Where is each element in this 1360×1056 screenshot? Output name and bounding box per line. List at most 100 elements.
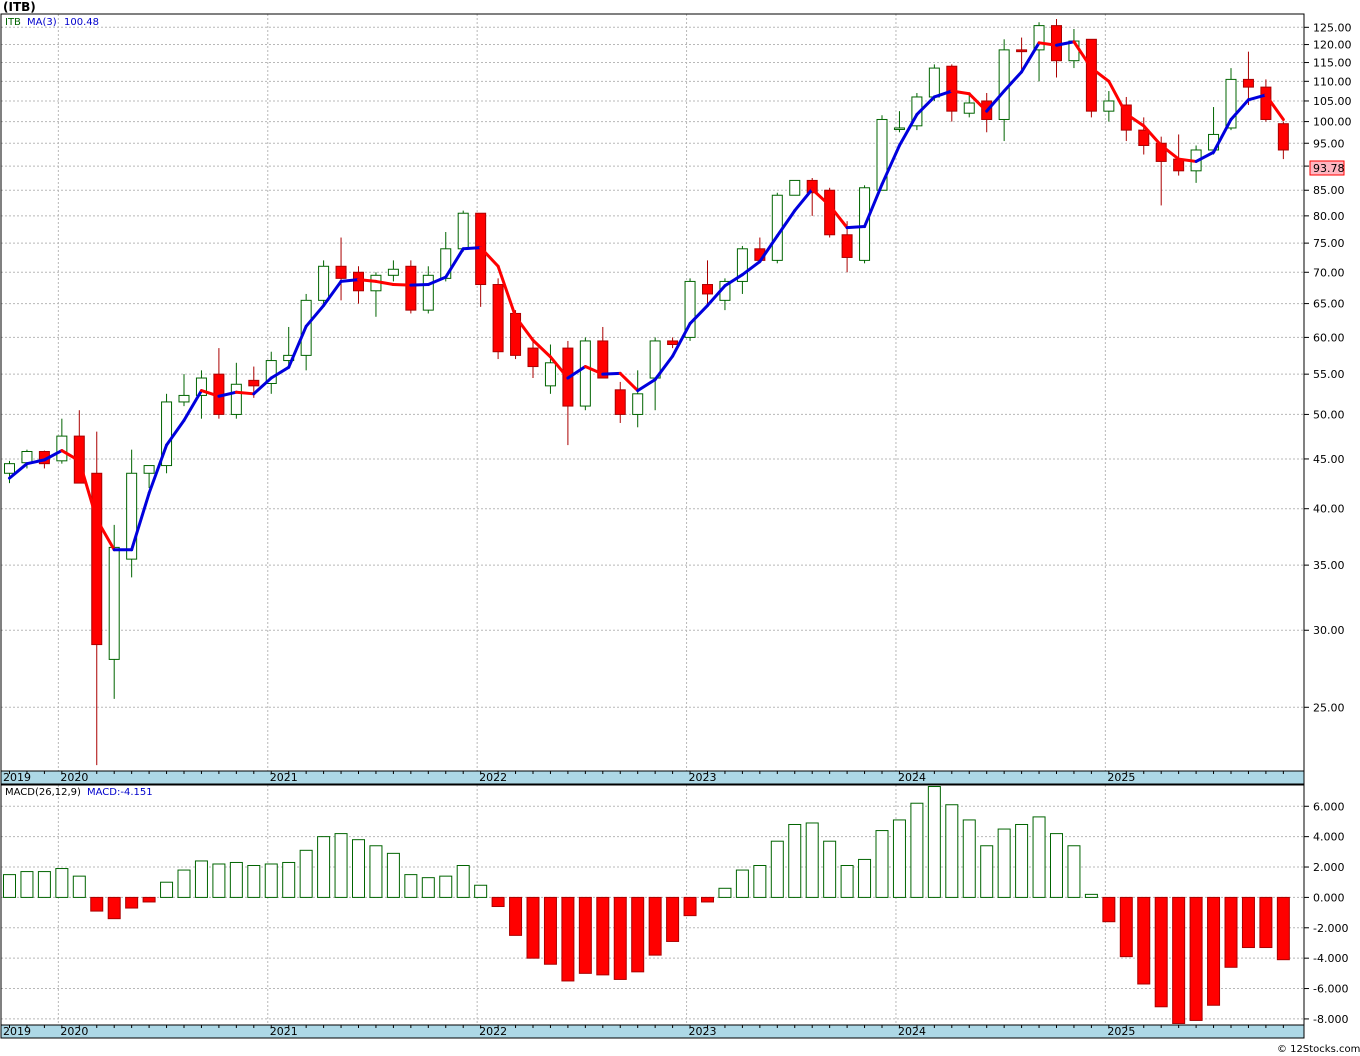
candle-body-up (457, 212, 469, 250)
candle (806, 177, 818, 216)
candle-body-down (702, 284, 713, 295)
candle-body-up (21, 451, 33, 464)
candle-body-down (492, 284, 504, 353)
price-y-axis: 25.00 30.00 35.00 40.00 45.00 50.00 55.00 60.00… (1304, 21, 1352, 714)
macd-histogram (3, 786, 1290, 1024)
candle (56, 418, 68, 464)
price-tick-label: 80.00 (1313, 210, 1345, 223)
ma-segment (322, 279, 343, 308)
macd-bar-negative (561, 896, 575, 982)
macd-y-axis: -8.000 -6.000 -4.000 -2.000 0.000 2.000 4.000 6… (1304, 800, 1348, 1026)
price-tick-label: 45.00 (1313, 453, 1345, 466)
macd-bar-negative (1207, 896, 1221, 1006)
macd-bar-positive (194, 860, 208, 898)
macd-bar-negative (509, 896, 523, 936)
macd-bar-negative (543, 896, 557, 965)
macd-bar-positive (212, 863, 226, 898)
macd-bar-negative (142, 896, 156, 903)
ma-segment (932, 89, 954, 99)
macd-value: MACD:-4.151 (87, 787, 153, 798)
price-tick-label: 100.00 (1313, 116, 1352, 129)
candle-body-up (928, 67, 940, 98)
ma-segment (496, 264, 518, 319)
macd-bar-negative (1172, 896, 1186, 1024)
candle (824, 187, 836, 238)
ma-segment (130, 491, 151, 552)
ma-segment (1142, 124, 1163, 147)
candle (841, 221, 853, 273)
macd-bar-positive (1032, 816, 1046, 898)
price-tick-label: 125.00 (1313, 21, 1352, 34)
year-label: 2021 (270, 1025, 298, 1038)
candle-body-down (1242, 78, 1254, 88)
macd-bar-negative (1189, 896, 1203, 1021)
year-label: 2021 (270, 771, 298, 784)
macd-bar-positive (421, 877, 435, 898)
macd-bar-negative (1224, 896, 1238, 968)
candle-body-down (824, 189, 836, 236)
macd-bar-positive (945, 804, 959, 898)
candle-body-up (579, 340, 591, 407)
ma-segment (967, 92, 989, 113)
macd-tick-label: -8.000 (1313, 1013, 1348, 1026)
candle (161, 393, 173, 474)
ma-segment (758, 234, 779, 264)
candle (597, 326, 609, 379)
candle-body-up (387, 268, 399, 276)
ma-segment (287, 324, 308, 369)
macd-bar-positive (456, 865, 470, 898)
candle (876, 115, 888, 191)
ma-segment (566, 365, 587, 380)
ma-segment (723, 273, 744, 288)
macd-bar-positive (386, 852, 400, 898)
macd-bar-positive (247, 865, 261, 898)
macd-bar-positive (980, 845, 994, 898)
candle-body-down (1016, 49, 1028, 53)
candle (1033, 22, 1045, 82)
ma-segment (828, 203, 849, 230)
ma-segment (706, 284, 727, 308)
year-label: 2022 (479, 771, 507, 784)
candle (195, 370, 207, 419)
year-label: 2019 (3, 1025, 31, 1038)
macd-bar-negative (648, 896, 662, 956)
macd-bar-positive (299, 849, 313, 898)
macd-bar-positive (718, 887, 732, 898)
ma-segment (514, 315, 535, 342)
year-label: 2024 (898, 771, 926, 784)
candle (544, 344, 556, 394)
candle (527, 337, 539, 379)
macd-bar-positive (910, 802, 924, 898)
ma-segment (461, 246, 483, 251)
candle (632, 370, 644, 428)
macd-bar-positive (735, 869, 749, 898)
ma-segment (77, 459, 99, 521)
ma-segment (1264, 93, 1285, 121)
candle (91, 431, 103, 766)
candle-body-down (335, 265, 347, 279)
candle-body-up (422, 274, 434, 311)
candle (771, 192, 783, 264)
macd-bar-negative (1154, 896, 1168, 1008)
year-label: 2025 (1107, 1025, 1135, 1038)
macd-bar-negative (701, 896, 714, 903)
candle-body-up (126, 472, 138, 560)
candle-body-up (876, 118, 888, 191)
candle (318, 260, 330, 307)
price-grid (1, 14, 1304, 771)
macd-bar-positive (962, 819, 976, 898)
year-label: 2022 (479, 1025, 507, 1038)
price-tick-label: 55.00 (1313, 368, 1345, 381)
macd-bar-positive (177, 869, 191, 898)
year-label: 2024 (898, 1025, 926, 1038)
price-x-axis-band (0, 770, 1305, 785)
candle (684, 278, 696, 341)
candle-body-up (544, 362, 556, 387)
macd-bar-positive (282, 861, 296, 898)
macd-bar-positive (858, 858, 872, 898)
ma-segment (1072, 40, 1093, 70)
candle-body-down (597, 340, 609, 379)
macd-tick-label: 6.000 (1313, 800, 1345, 813)
year-label: 2020 (60, 1025, 88, 1038)
